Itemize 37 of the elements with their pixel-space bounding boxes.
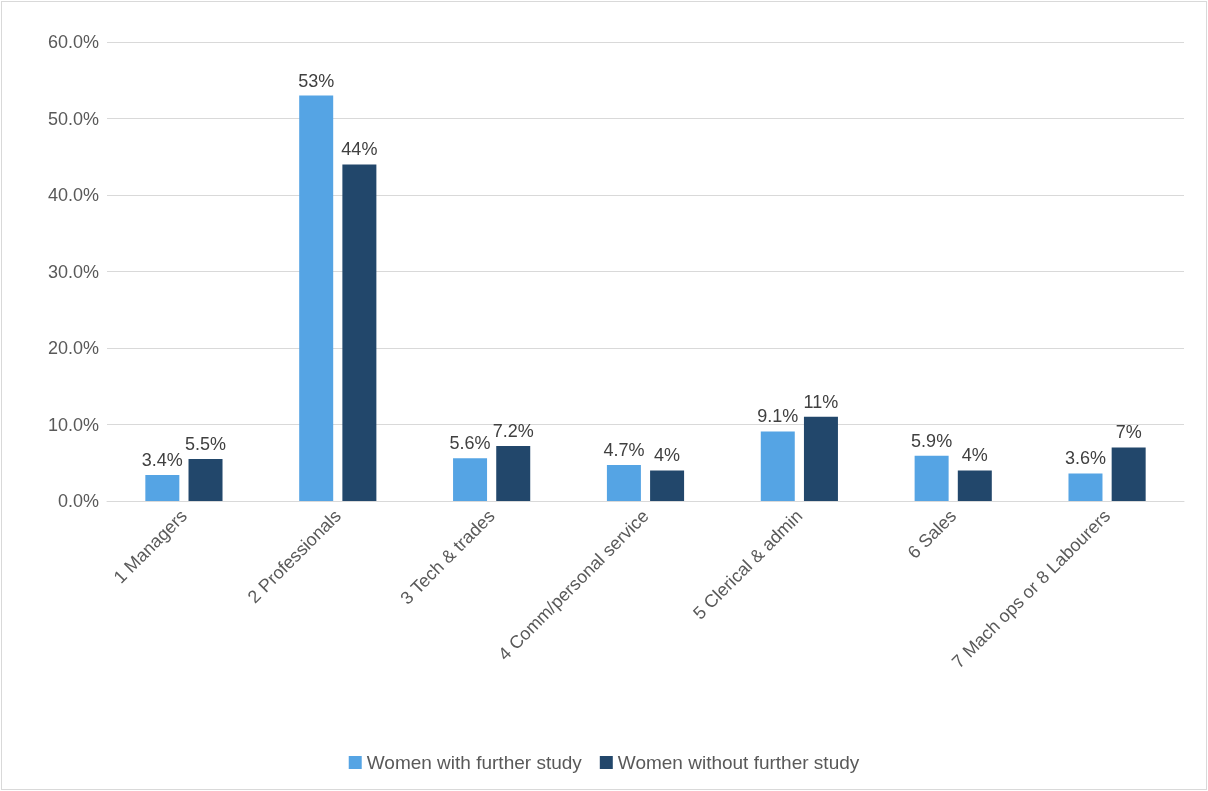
data-label: 4.7% <box>603 440 645 461</box>
bar <box>606 465 641 501</box>
y-tick-label: 10.0% <box>47 414 99 435</box>
y-tick-label: 40.0% <box>47 185 99 205</box>
y-tick-label: 60.0% <box>47 32 99 52</box>
y-tick-label: 50.0% <box>47 108 99 129</box>
data-label: 53% <box>298 70 335 91</box>
bar <box>957 470 992 501</box>
bar <box>760 431 795 501</box>
y-tick-label: 30.0% <box>47 261 99 282</box>
data-label: 4% <box>961 445 988 466</box>
data-label: 5.6% <box>449 433 491 454</box>
bar <box>496 445 531 501</box>
data-label: 3.6% <box>1064 448 1106 469</box>
legend-label: Women without further study <box>617 752 860 773</box>
bar <box>299 95 334 501</box>
data-label: 7.2% <box>492 420 534 441</box>
bar <box>650 470 685 501</box>
bar <box>342 164 377 501</box>
bar <box>188 458 223 501</box>
data-label: 5.9% <box>911 430 953 451</box>
bar <box>803 416 838 501</box>
bar <box>914 455 949 501</box>
bar <box>1111 447 1146 501</box>
bar <box>453 458 488 501</box>
y-tick-label: 0.0% <box>57 491 99 511</box>
data-label: 9.1% <box>757 406 799 427</box>
data-label: 3.4% <box>141 449 183 470</box>
data-label: 4% <box>654 445 681 466</box>
data-label: 11% <box>803 391 839 412</box>
data-label: 5.5% <box>185 433 227 454</box>
legend-label: Women with further study <box>366 752 583 773</box>
y-tick-label: 20.0% <box>47 338 99 358</box>
data-label: 44% <box>341 139 378 160</box>
data-label: 7% <box>1115 422 1142 443</box>
bar <box>1068 473 1103 501</box>
bar <box>145 474 180 501</box>
